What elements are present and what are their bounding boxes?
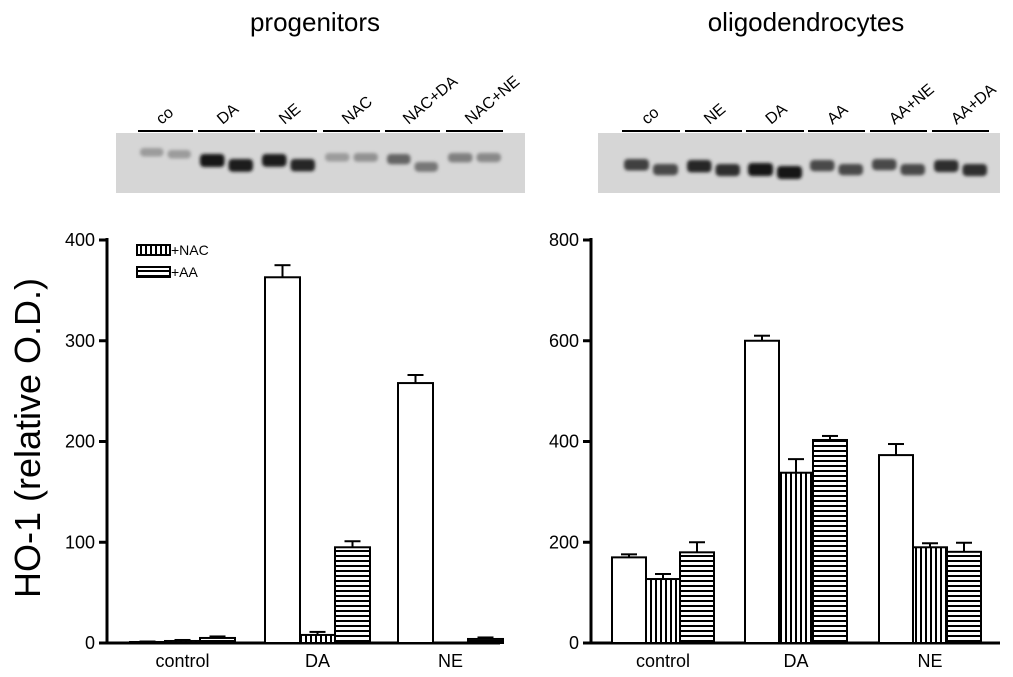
blot-band xyxy=(810,160,835,172)
blot-band xyxy=(715,164,740,177)
panel-title-progenitors: progenitors xyxy=(250,7,380,37)
blot-band xyxy=(290,159,315,172)
lane-label: AA+DA xyxy=(948,81,1000,128)
y-tick-label: 200 xyxy=(65,432,95,452)
blot-band xyxy=(140,148,164,157)
x-tick-label: DA xyxy=(305,651,330,671)
bar xyxy=(679,551,715,645)
y-tick-label: 800 xyxy=(549,230,579,250)
blot-band xyxy=(387,154,411,165)
bar xyxy=(397,382,434,644)
blot-band xyxy=(262,154,287,167)
western-blot-oligodendrocytes: co NE DA AA AA+NE AA+DA xyxy=(598,81,1000,193)
blot-band xyxy=(777,166,802,179)
lane-label: NAC xyxy=(339,93,376,128)
bar xyxy=(611,556,647,644)
y-tick-label: 400 xyxy=(549,432,579,452)
blot-band xyxy=(653,164,678,176)
y-tick-label: 400 xyxy=(65,230,95,250)
blot-band xyxy=(414,162,438,172)
y-tick-label: 0 xyxy=(85,633,95,653)
bar xyxy=(334,546,371,644)
legend-swatch-nac xyxy=(136,244,171,256)
blot-band xyxy=(476,153,501,163)
lane-label: NAC+NE xyxy=(462,73,523,128)
blot-band xyxy=(934,160,959,173)
blot-band xyxy=(353,153,378,162)
chart-oligodendrocytes: 0 200 400 600 800 control DA NE xyxy=(549,230,1000,671)
lane-label: AA+NE xyxy=(886,81,937,128)
bar xyxy=(946,550,982,644)
panel-title-oligodendrocytes: oligodendrocytes xyxy=(708,7,905,37)
blot-band xyxy=(167,150,191,159)
lane-label: AA xyxy=(824,101,852,128)
bar xyxy=(744,339,780,644)
blot-band xyxy=(872,159,897,171)
lane-label: DA xyxy=(763,101,791,129)
blot-band xyxy=(200,154,225,167)
lane-label: NE xyxy=(276,101,304,128)
blot-band xyxy=(748,163,773,176)
legend-label-aa: +AA xyxy=(171,264,199,280)
blot-band xyxy=(448,153,473,163)
y-tick-label: 200 xyxy=(549,532,579,552)
chart-progenitors: 0 100 200 300 400 control DA NE xyxy=(65,230,504,671)
y-axis-label: HO-1 (relative O.D.) xyxy=(7,278,48,598)
bar xyxy=(299,633,336,645)
bar xyxy=(778,471,814,645)
x-tick-label: DA xyxy=(783,651,808,671)
lane-label: co xyxy=(639,104,663,128)
bar xyxy=(264,276,301,644)
bar xyxy=(912,546,948,644)
blot-band xyxy=(900,164,925,176)
legend-label-nac: +NAC xyxy=(171,242,209,258)
western-blot-progenitors: co DA NE NAC NAC+DA NAC+NE xyxy=(116,73,525,193)
blot-band xyxy=(325,153,350,162)
bar xyxy=(199,636,236,645)
blot-band xyxy=(962,164,987,177)
lane-label: DA xyxy=(214,101,242,129)
lane-label: co xyxy=(153,104,177,128)
bar xyxy=(812,438,848,644)
blot-band xyxy=(228,159,253,172)
y-tick-label: 300 xyxy=(65,331,95,351)
x-tick-label: control xyxy=(636,651,690,671)
blot-band xyxy=(838,164,863,176)
x-tick-label: control xyxy=(155,651,209,671)
bar xyxy=(645,578,681,644)
y-tick-label: 100 xyxy=(65,532,95,552)
y-tick-label: 0 xyxy=(569,633,579,653)
legend-swatch-aa xyxy=(136,266,171,278)
bar xyxy=(164,639,201,644)
x-tick-label: NE xyxy=(438,651,463,671)
x-tick-label: NE xyxy=(917,651,942,671)
blot-band xyxy=(624,159,649,171)
y-tick-label: 600 xyxy=(549,331,579,351)
lane-label: NAC+DA xyxy=(400,73,461,128)
legend: +NAC +AA xyxy=(136,242,209,280)
bar xyxy=(878,454,914,644)
lane-label: NE xyxy=(701,101,729,128)
bar xyxy=(467,637,504,644)
blot-band xyxy=(687,160,712,173)
